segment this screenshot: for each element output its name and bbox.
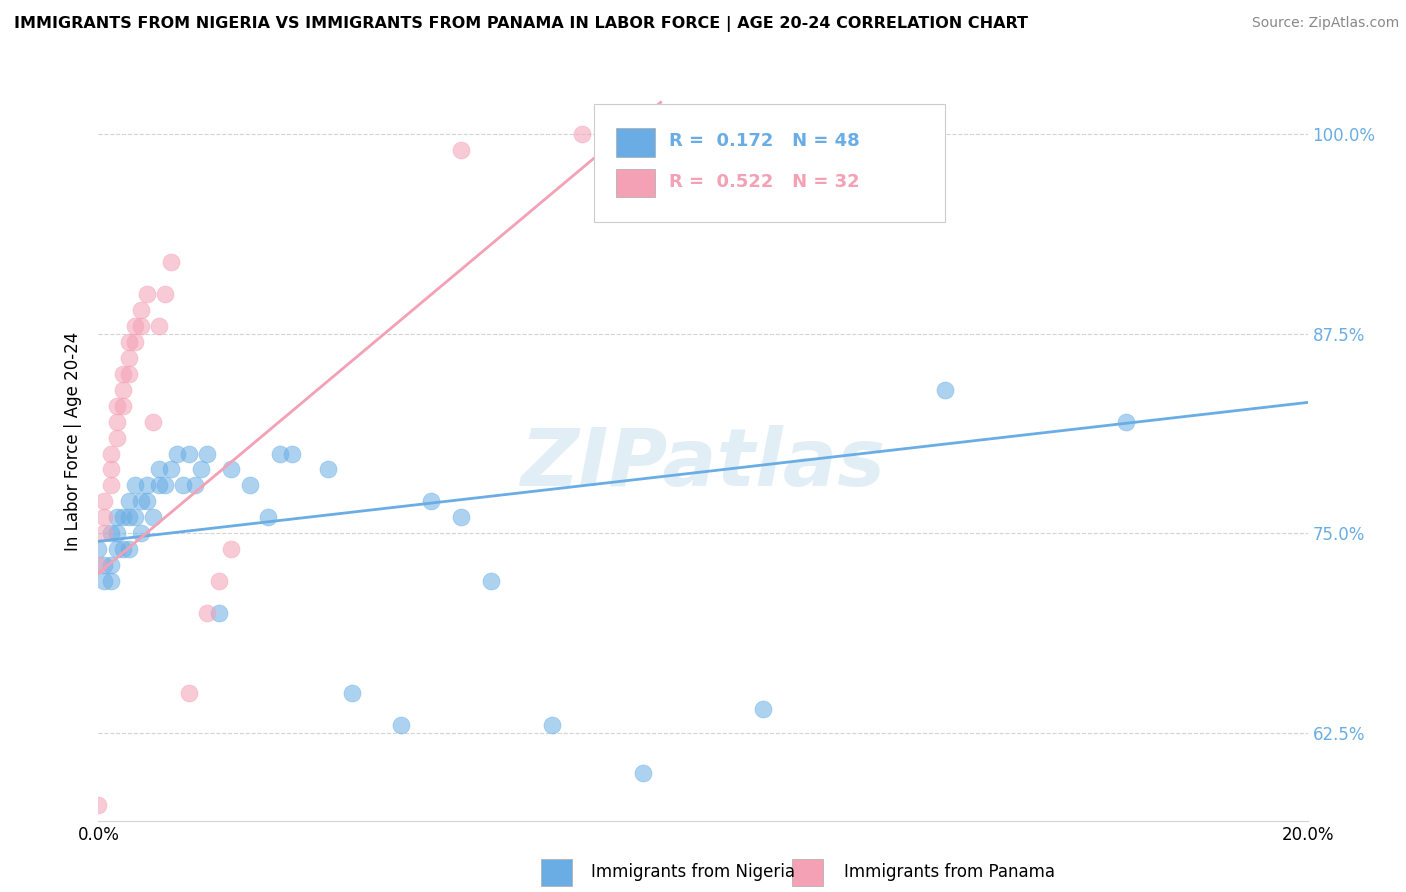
Point: [389, 718, 412, 732]
Point: [752, 702, 775, 716]
Point: [105, 399, 128, 413]
Text: R =  0.172   N = 48: R = 0.172 N = 48: [669, 131, 860, 150]
Point: [160, 462, 183, 476]
Text: Source: ZipAtlas.com: Source: ZipAtlas.com: [1251, 16, 1399, 30]
Point: [135, 478, 157, 492]
Point: [195, 446, 218, 460]
Text: IMMIGRANTS FROM NIGERIA VS IMMIGRANTS FROM PANAMA IN LABOR FORCE | AGE 20-24 COR: IMMIGRANTS FROM NIGERIA VS IMMIGRANTS FR…: [14, 16, 1028, 32]
Point: [118, 351, 141, 365]
Point: [179, 686, 201, 700]
Y-axis label: In Labor Force | Age 20-24: In Labor Force | Age 20-24: [65, 332, 83, 551]
Point: [93, 574, 115, 589]
Point: [420, 494, 443, 508]
Text: ZIPatlas: ZIPatlas: [520, 425, 886, 503]
Point: [142, 510, 165, 524]
Point: [100, 446, 122, 460]
Point: [118, 334, 141, 349]
Point: [148, 478, 170, 492]
Point: [118, 542, 141, 557]
Point: [1115, 415, 1137, 429]
Point: [166, 446, 188, 460]
Point: [100, 462, 122, 476]
Point: [172, 478, 194, 492]
Point: [111, 399, 134, 413]
Text: Immigrants from Panama: Immigrants from Panama: [844, 863, 1054, 881]
Point: [129, 526, 152, 541]
Point: [316, 462, 339, 476]
Point: [540, 718, 562, 732]
Point: [269, 446, 291, 460]
Point: [148, 318, 170, 333]
Point: [129, 302, 152, 317]
Point: [184, 478, 207, 492]
Point: [239, 478, 262, 492]
Point: [118, 494, 141, 508]
Point: [129, 318, 152, 333]
Point: [87, 542, 110, 557]
Point: [153, 286, 176, 301]
Point: [208, 574, 231, 589]
Point: [124, 478, 146, 492]
Point: [195, 606, 218, 620]
Point: [208, 606, 231, 620]
Point: [118, 367, 141, 381]
Point: [450, 510, 472, 524]
Point: [256, 510, 278, 524]
Point: [142, 415, 165, 429]
Point: [100, 478, 122, 492]
Point: [160, 255, 183, 269]
Point: [105, 510, 128, 524]
Point: [118, 510, 141, 524]
Point: [450, 143, 472, 157]
Point: [105, 431, 128, 445]
Point: [111, 542, 134, 557]
Point: [135, 286, 157, 301]
Point: [111, 383, 134, 397]
Point: [100, 526, 122, 541]
Point: [87, 797, 110, 812]
Point: [190, 462, 212, 476]
Point: [93, 558, 115, 573]
Point: [124, 318, 146, 333]
Point: [111, 510, 134, 524]
Point: [135, 494, 157, 508]
Point: [100, 558, 122, 573]
Point: [179, 446, 201, 460]
Point: [93, 494, 115, 508]
Point: [105, 542, 128, 557]
Point: [342, 686, 364, 700]
Point: [934, 383, 956, 397]
Point: [153, 478, 176, 492]
Point: [129, 494, 152, 508]
Point: [100, 574, 122, 589]
Point: [221, 462, 243, 476]
Point: [481, 574, 503, 589]
Point: [87, 558, 110, 573]
Point: [571, 128, 593, 142]
FancyBboxPatch shape: [595, 104, 945, 221]
Point: [105, 526, 128, 541]
Point: [124, 510, 146, 524]
Point: [221, 542, 243, 557]
FancyBboxPatch shape: [616, 128, 655, 157]
Point: [93, 510, 115, 524]
Point: [111, 367, 134, 381]
Point: [105, 415, 128, 429]
Text: R =  0.522   N = 32: R = 0.522 N = 32: [669, 173, 859, 191]
Point: [124, 334, 146, 349]
Point: [281, 446, 304, 460]
Text: Immigrants from Nigeria: Immigrants from Nigeria: [591, 863, 794, 881]
Point: [148, 462, 170, 476]
Point: [93, 526, 115, 541]
FancyBboxPatch shape: [616, 169, 655, 197]
Point: [631, 765, 654, 780]
